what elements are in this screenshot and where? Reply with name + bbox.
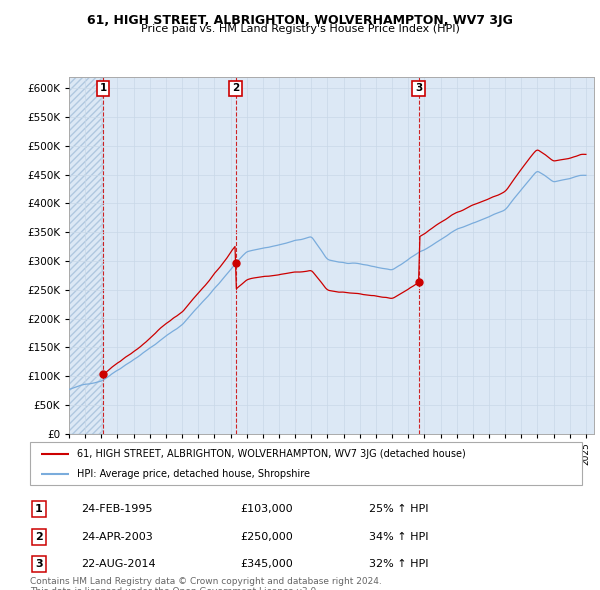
- Text: 61, HIGH STREET, ALBRIGHTON, WOLVERHAMPTON, WV7 3JG (detached house): 61, HIGH STREET, ALBRIGHTON, WOLVERHAMPT…: [77, 449, 466, 459]
- Text: 24-FEB-1995: 24-FEB-1995: [81, 504, 152, 514]
- Text: 34% ↑ HPI: 34% ↑ HPI: [369, 532, 428, 542]
- Text: £345,000: £345,000: [240, 559, 293, 569]
- Text: 1: 1: [35, 504, 43, 514]
- Text: 1: 1: [100, 83, 107, 93]
- Text: £103,000: £103,000: [240, 504, 293, 514]
- Text: Price paid vs. HM Land Registry's House Price Index (HPI): Price paid vs. HM Land Registry's House …: [140, 24, 460, 34]
- Text: 32% ↑ HPI: 32% ↑ HPI: [369, 559, 428, 569]
- Text: 2: 2: [232, 83, 239, 93]
- Text: 3: 3: [35, 559, 43, 569]
- Text: 3: 3: [415, 83, 422, 93]
- Text: £250,000: £250,000: [240, 532, 293, 542]
- Text: HPI: Average price, detached house, Shropshire: HPI: Average price, detached house, Shro…: [77, 469, 310, 479]
- Text: 2: 2: [35, 532, 43, 542]
- Text: Contains HM Land Registry data © Crown copyright and database right 2024.
This d: Contains HM Land Registry data © Crown c…: [30, 577, 382, 590]
- Text: 22-AUG-2014: 22-AUG-2014: [81, 559, 155, 569]
- FancyBboxPatch shape: [30, 442, 582, 485]
- Text: 61, HIGH STREET, ALBRIGHTON, WOLVERHAMPTON, WV7 3JG: 61, HIGH STREET, ALBRIGHTON, WOLVERHAMPT…: [87, 14, 513, 27]
- Text: 25% ↑ HPI: 25% ↑ HPI: [369, 504, 428, 514]
- Text: 24-APR-2003: 24-APR-2003: [81, 532, 153, 542]
